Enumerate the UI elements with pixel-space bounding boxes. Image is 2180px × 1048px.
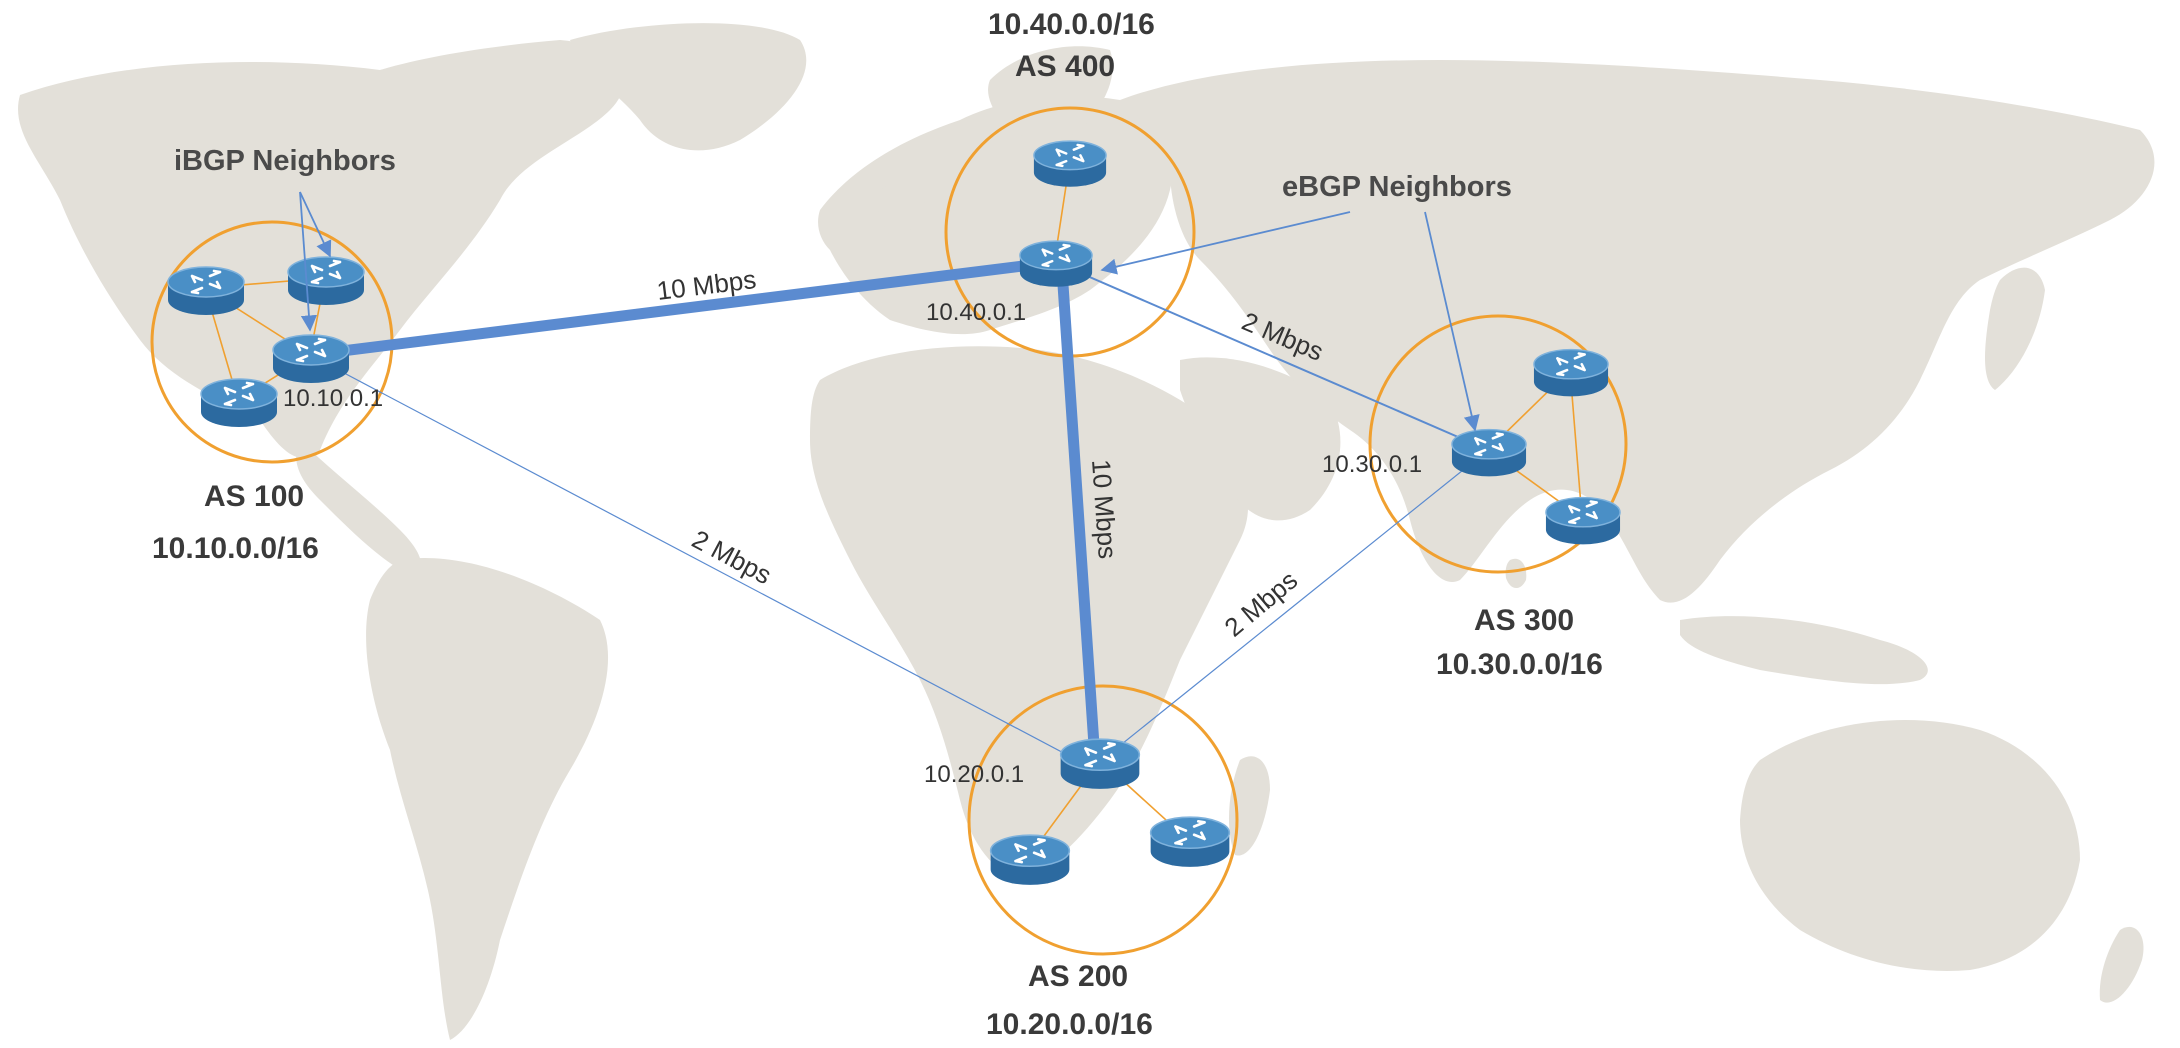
japan-landmass: [1985, 267, 2045, 390]
as200-prefix: 10.20.0.0/16: [986, 1008, 1153, 1041]
router-icon: [989, 833, 1071, 887]
link-as300-as200: [1091, 449, 1489, 769]
as200-circle: [967, 684, 1239, 956]
as200-border-ip: 10.20.0.1: [924, 761, 1024, 788]
router-icon: [1149, 815, 1231, 869]
madagascar-landmass: [1228, 756, 1270, 856]
router-icon: [1018, 239, 1094, 289]
router-icon: [1532, 348, 1610, 398]
link-as400-as300: [1054, 261, 1489, 451]
ibgp-neighbors-label: iBGP Neighbors: [174, 145, 396, 177]
africa-landmass: [810, 346, 1249, 880]
as300-name: AS 300: [1474, 604, 1574, 637]
world-map-background: [18, 23, 2155, 1040]
bandwidth-label: 10 Mbps: [1086, 458, 1123, 560]
greenland-landmass: [570, 23, 807, 151]
ebgp-neighbors-label: eBGP Neighbors: [1282, 171, 1512, 203]
router-icon: [1059, 737, 1141, 791]
link-as400-as200: [1056, 264, 1101, 766]
as100-prefix: 10.10.0.0/16: [152, 532, 319, 565]
router-icon: [286, 255, 366, 307]
uk-landmass: [877, 181, 925, 236]
link-as100-as200: [309, 354, 1093, 769]
as400-border-ip: 10.40.0.1: [926, 299, 1026, 326]
indonesia-landmass: [1680, 616, 1928, 685]
arabia-landmass: [1180, 357, 1341, 521]
router-icon: [1032, 139, 1108, 189]
as400-name: AS 400: [1015, 50, 1115, 83]
new-zealand-landmass: [2099, 926, 2144, 1003]
central-america-landmass: [296, 440, 421, 575]
asia-landmass: [1120, 60, 2155, 603]
inter-as-links: [304, 256, 1489, 769]
as200-name: AS 200: [1028, 960, 1128, 993]
bandwidth-label: 2 Mbps: [1219, 565, 1304, 643]
as300-prefix: 10.30.0.0/16: [1436, 648, 1603, 681]
as100-name: AS 100: [204, 480, 304, 513]
router-icon: [1450, 428, 1528, 478]
bandwidth-label: 2 Mbps: [687, 524, 776, 591]
scandinavia-landmass: [988, 46, 1113, 141]
neighbor-arrows: [299, 191, 1480, 432]
as400-prefix: 10.40.0.0/16: [988, 8, 1155, 41]
link-as100-as400: [304, 256, 1061, 361]
south-america-landmass: [366, 558, 609, 1040]
labels: iBGP Neighbors eBGP Neighbors 10.40.0.0/…: [152, 8, 1603, 1041]
as300-border-ip: 10.30.0.1: [1322, 451, 1422, 478]
router-icon: [1544, 496, 1622, 546]
router-icon: [199, 377, 279, 429]
router-icon: [166, 265, 246, 317]
sri-lanka-landmass: [1505, 558, 1527, 589]
as100-border-ip: 10.10.0.1: [283, 385, 383, 412]
router-icon: [271, 333, 351, 385]
as300-circle: [1368, 314, 1628, 574]
australia-landmass: [1740, 720, 2080, 971]
